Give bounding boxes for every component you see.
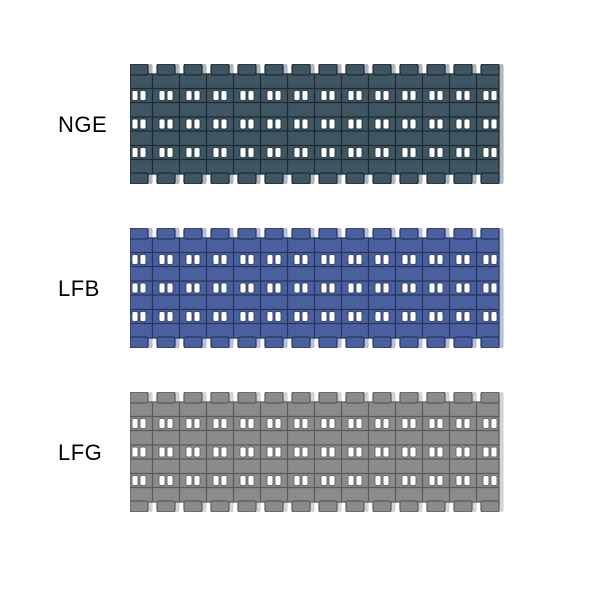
swatch-graphic xyxy=(130,228,508,348)
swatch-label: LFG xyxy=(58,440,102,466)
swatch-diagram: NGE LFB LFG xyxy=(0,0,600,600)
swatch-graphic xyxy=(130,64,508,184)
swatch-label: LFB xyxy=(58,276,100,302)
swatch-graphic xyxy=(130,392,508,512)
swatch-label: NGE xyxy=(58,112,107,138)
